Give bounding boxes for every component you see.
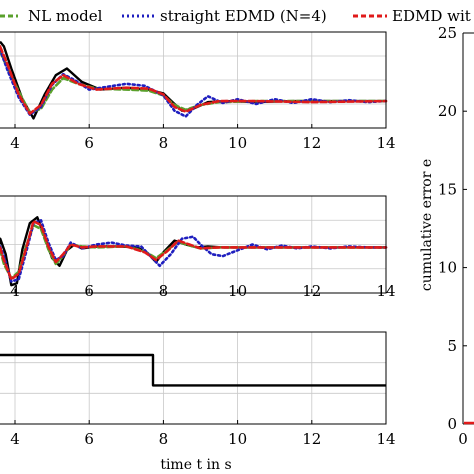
x-tick-label: 0 (458, 430, 468, 448)
y-tick-label: 15 (438, 180, 457, 198)
right-panel-ylabel: cumulative error e (419, 159, 435, 291)
x-tick-label: 4 (10, 430, 20, 448)
series-line-edmd-wit (0, 45, 388, 115)
x-tick-label: 4 (10, 134, 20, 152)
y-tick-label: 0 (447, 415, 457, 433)
bottom-panel-frame (0, 331, 387, 425)
bottom-panel-grid (0, 332, 387, 424)
top-panel: 4 6 8 10 12 14 (0, 31, 396, 152)
bottom-panel-lines (0, 353, 386, 387)
x-tick-label: 10 (228, 134, 247, 152)
bottom-panel-xlabel: time t in s (160, 457, 231, 473)
series-line-edmd-wit (0, 219, 388, 281)
right-panel-ticks: 0 5 10 15 20 25 0 (438, 24, 474, 448)
legend: NL model straight EDMD (N=4) EDMD wit (0, 7, 471, 25)
axes-frame (0, 195, 387, 294)
x-tick-label: 10 (228, 430, 247, 448)
bottom-panel-ticks: 4 6 8 10 12 14 (10, 420, 396, 448)
x-tick-label: 10 (228, 282, 247, 300)
x-tick-label: 8 (159, 430, 169, 448)
y-tick-label: 5 (447, 337, 457, 355)
middle-panel-grid (0, 196, 387, 293)
x-tick-label: 6 (84, 134, 94, 152)
x-tick-label: 14 (376, 134, 395, 152)
x-tick-label: 8 (159, 282, 169, 300)
x-tick-label: 12 (302, 430, 321, 448)
y-tick-label: 10 (438, 259, 457, 277)
legend-label-nl-model: NL model (28, 7, 103, 25)
axes-frame (0, 331, 387, 425)
x-tick-label: 8 (159, 134, 169, 152)
legend-label-edmd-wit: EDMD wit (392, 7, 471, 25)
right-panel: 0 5 10 15 20 25 0 cumulative error e (419, 24, 474, 448)
middle-panel-ticks: 4 6 8 10 12 14 (10, 282, 395, 300)
x-tick-label: 6 (84, 430, 94, 448)
x-tick-label: 12 (302, 134, 321, 152)
middle-panel-frame (0, 195, 387, 294)
middle-panel-lines (0, 216, 388, 287)
x-tick-label: 14 (376, 430, 395, 448)
x-tick-label: 14 (376, 282, 395, 300)
x-tick-label: 4 (10, 282, 20, 300)
axes-frame (0, 31, 387, 129)
bottom-panel: 4 6 8 10 12 14 time t in s (0, 331, 396, 473)
legend-label-straight-edmd: straight EDMD (N=4) (160, 7, 327, 25)
middle-panel: 4 6 8 10 12 14 (0, 195, 396, 300)
x-tick-label: 6 (84, 282, 94, 300)
y-tick-label: 20 (438, 102, 457, 120)
top-panel-frame (0, 31, 387, 129)
top-panel-lines (0, 40, 388, 120)
y-tick-label: 25 (438, 24, 457, 42)
series-line-input (0, 353, 386, 387)
top-panel-ticks: 4 6 8 10 12 14 (10, 124, 396, 152)
x-tick-label: 12 (302, 282, 321, 300)
